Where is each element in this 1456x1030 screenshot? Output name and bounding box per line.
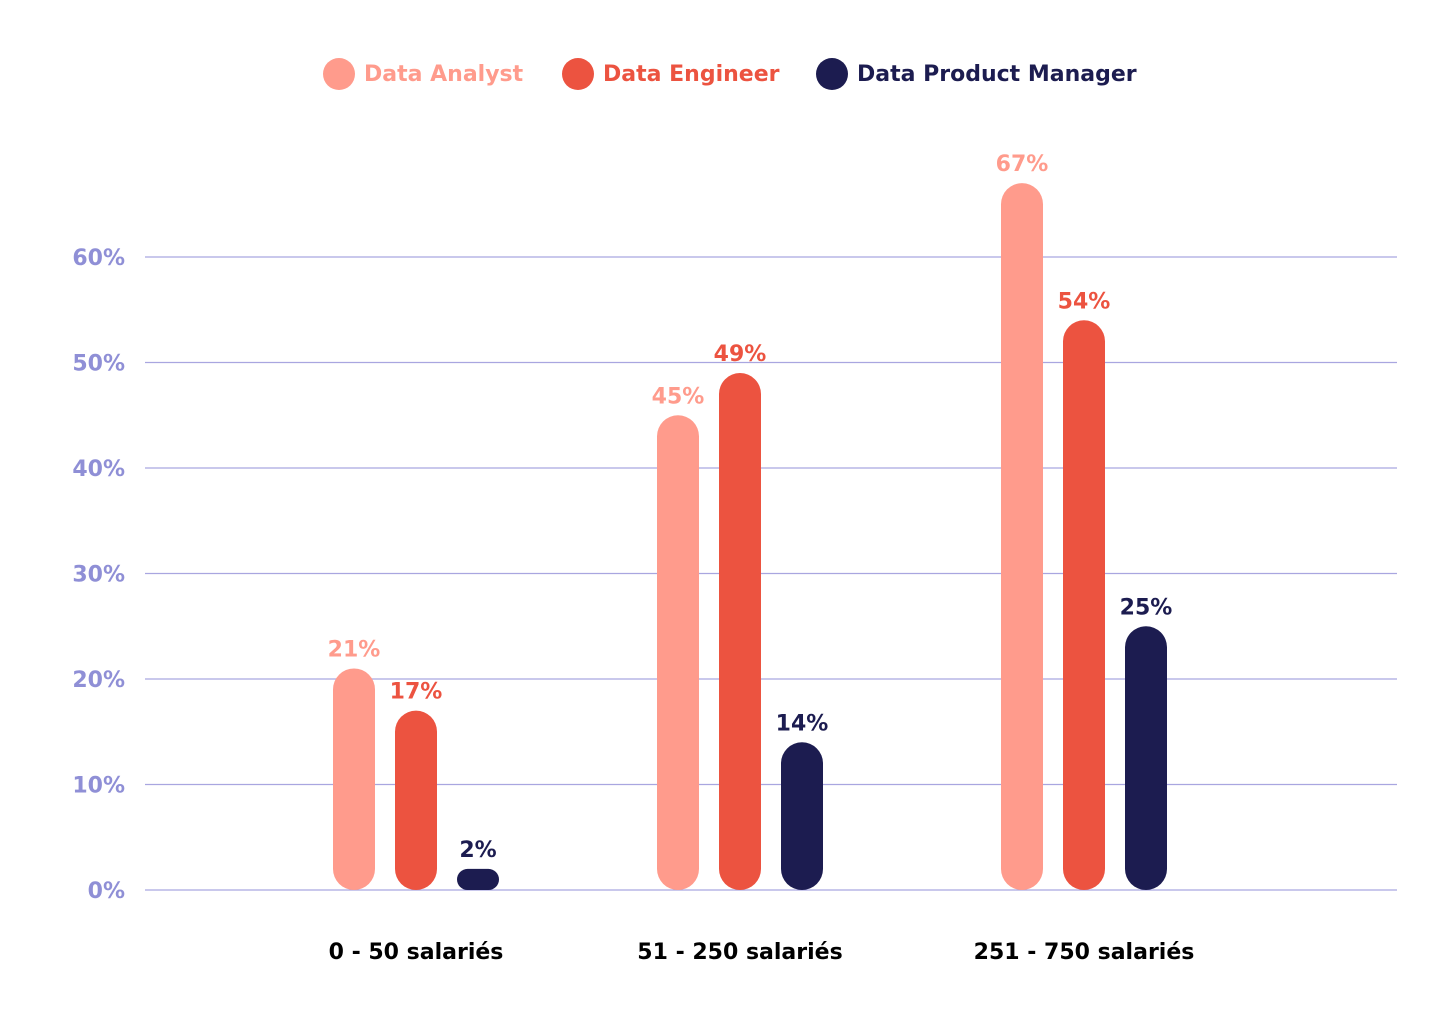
bar bbox=[333, 668, 375, 890]
value-label: 21% bbox=[328, 637, 381, 662]
y-tick-label: 30% bbox=[72, 563, 125, 588]
y-tick-label: 0% bbox=[88, 879, 125, 904]
legend-marker bbox=[323, 58, 355, 90]
value-label: 17% bbox=[390, 680, 443, 705]
bar bbox=[657, 415, 699, 890]
value-label: 54% bbox=[1058, 289, 1111, 314]
legend-marker bbox=[562, 58, 594, 90]
bar bbox=[457, 868, 499, 890]
y-tick-label: 20% bbox=[72, 668, 125, 693]
value-label: 49% bbox=[714, 342, 767, 367]
bar bbox=[1125, 626, 1167, 890]
value-label: 14% bbox=[776, 711, 829, 736]
x-tick-label: 251 - 750 salariés bbox=[974, 940, 1195, 965]
bar bbox=[719, 373, 761, 890]
y-tick-label: 60% bbox=[72, 246, 125, 271]
legend-label: Data Engineer bbox=[603, 62, 780, 87]
bar bbox=[395, 710, 437, 890]
bar bbox=[1001, 183, 1043, 890]
legend-label: Data Product Manager bbox=[857, 62, 1137, 87]
y-tick-label: 10% bbox=[72, 774, 125, 799]
x-tick-label: 0 - 50 salariés bbox=[329, 940, 504, 965]
bar bbox=[781, 742, 823, 890]
y-tick-label: 50% bbox=[72, 352, 125, 377]
legend-label: Data Analyst bbox=[364, 62, 524, 87]
value-label: 2% bbox=[459, 838, 496, 863]
x-tick-label: 51 - 250 salariés bbox=[637, 940, 842, 965]
y-tick-label: 40% bbox=[72, 457, 125, 482]
value-label: 45% bbox=[652, 384, 705, 409]
legend-marker bbox=[816, 58, 848, 90]
value-label: 67% bbox=[996, 152, 1049, 177]
value-label: 25% bbox=[1120, 595, 1173, 620]
bar bbox=[1063, 320, 1105, 890]
